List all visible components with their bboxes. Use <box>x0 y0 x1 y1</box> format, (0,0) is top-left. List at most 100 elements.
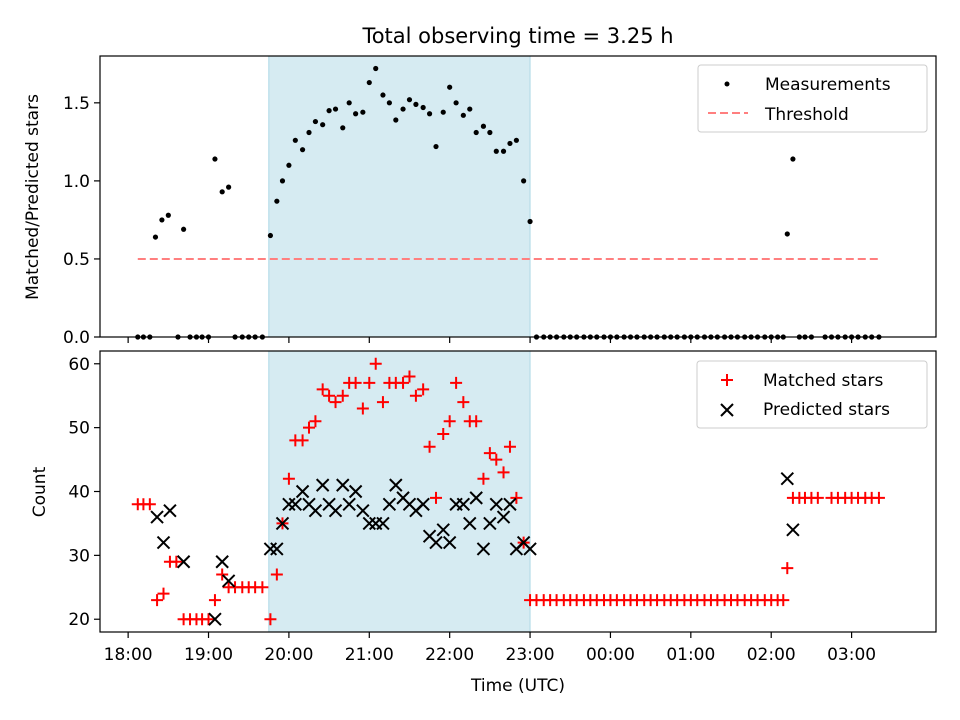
y-tick-label: 1.5 <box>63 94 90 114</box>
y-tick-label: 60 <box>68 355 90 375</box>
data-point <box>336 389 349 402</box>
data-point <box>369 357 382 370</box>
data-point <box>208 594 221 607</box>
data-point <box>510 491 523 504</box>
data-point <box>453 100 459 106</box>
data-point <box>386 100 392 106</box>
data-point <box>403 370 416 383</box>
data-point <box>156 535 171 550</box>
legend-measurements-marker <box>724 81 730 87</box>
data-point <box>409 389 422 402</box>
data-point <box>437 428 450 441</box>
data-point <box>483 447 496 460</box>
data-point <box>429 535 443 550</box>
top-legend: Measurements Threshold <box>697 64 928 133</box>
data-point <box>467 106 473 112</box>
data-point <box>497 466 510 479</box>
data-point <box>292 137 298 143</box>
observing-window-span <box>268 350 531 633</box>
data-point <box>443 415 456 428</box>
data-point <box>393 117 399 123</box>
data-point <box>159 217 165 223</box>
bottom-y-axis-label: Count <box>30 466 50 517</box>
data-point <box>202 613 215 626</box>
data-point <box>780 472 794 486</box>
data-point <box>480 123 487 129</box>
legend-measurements-label: Measurements <box>765 75 891 95</box>
legend-predicted-marker <box>720 403 734 417</box>
data-point <box>143 498 156 511</box>
data-point <box>176 555 191 569</box>
y-tick-label: 50 <box>68 419 90 439</box>
data-point <box>288 497 303 511</box>
data-point <box>315 478 330 492</box>
x-tick-label: 18:00 <box>104 645 153 665</box>
top-legend-box <box>697 64 928 133</box>
data-point <box>786 523 800 537</box>
data-point <box>326 108 332 114</box>
data-point <box>360 109 366 115</box>
y-tick-label: 20 <box>68 610 90 630</box>
legend-predicted-label: Predicted stars <box>763 400 890 420</box>
data-point <box>477 472 490 485</box>
data-point <box>295 484 310 499</box>
data-point <box>457 396 470 409</box>
data-point <box>221 574 236 588</box>
data-point <box>493 148 499 154</box>
data-point <box>356 402 369 415</box>
data-point <box>417 383 430 396</box>
chart-title: Total observing time = 3.25 h <box>361 24 673 48</box>
data-point <box>463 516 477 531</box>
bottom-legend-box <box>696 360 928 429</box>
data-point <box>150 510 164 524</box>
data-point <box>286 162 292 168</box>
data-point <box>373 65 379 72</box>
data-point <box>500 148 507 154</box>
data-point <box>447 84 453 90</box>
top-y-axis-label: Matched/Predicted stars <box>23 94 43 300</box>
data-point <box>332 106 339 112</box>
series-predicted-stars <box>150 472 800 626</box>
data-point <box>340 125 346 131</box>
data-point <box>450 376 463 389</box>
data-point <box>309 415 322 428</box>
data-point <box>430 491 443 504</box>
data-point <box>212 156 218 162</box>
data-point <box>270 568 283 581</box>
y-tick-label: 0.0 <box>63 328 90 348</box>
top-plot-frame <box>99 55 937 338</box>
data-point <box>507 140 513 147</box>
data-point <box>521 178 527 184</box>
top-panel: Total observing time = 3.25 h 0.0 0.5 1.0 1… <box>23 24 937 348</box>
data-point <box>496 510 511 524</box>
x-axis-label: Time (UTC) <box>470 676 565 696</box>
data-point <box>152 234 159 240</box>
data-point <box>470 415 483 428</box>
data-point <box>473 129 479 136</box>
data-point <box>353 111 359 117</box>
data-point <box>264 613 277 626</box>
x-tick-label: 23:00 <box>506 645 555 665</box>
data-point <box>215 555 229 569</box>
data-point <box>208 612 222 626</box>
data-point <box>336 478 350 492</box>
data-point <box>342 497 356 511</box>
legend-threshold-label: Threshold <box>764 105 849 125</box>
data-point <box>790 156 796 162</box>
legend-matched-label: Matched stars <box>763 371 883 391</box>
data-point <box>416 497 430 511</box>
data-point <box>483 516 497 531</box>
data-point <box>348 484 363 499</box>
data-point <box>329 396 342 409</box>
data-point <box>362 516 376 531</box>
data-point <box>460 112 466 118</box>
data-point <box>476 542 491 556</box>
data-point <box>489 497 504 511</box>
data-point <box>380 92 386 98</box>
data-point <box>170 555 183 568</box>
data-point <box>376 396 389 409</box>
data-point <box>400 106 406 112</box>
x-tick-label: 01:00 <box>666 645 715 665</box>
data-point <box>163 503 177 518</box>
data-point <box>442 535 457 550</box>
